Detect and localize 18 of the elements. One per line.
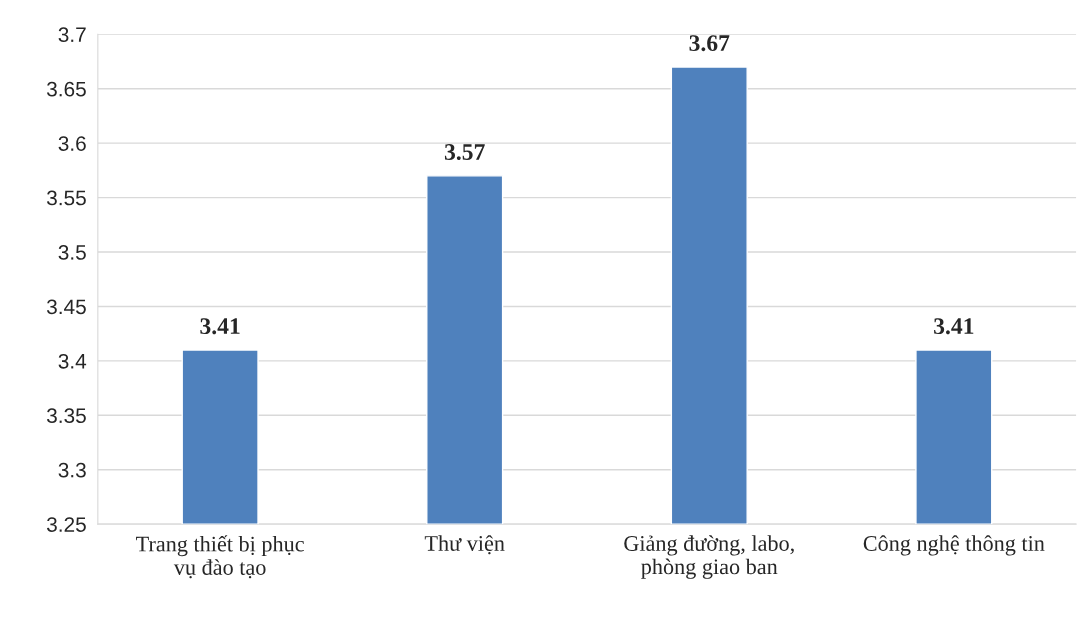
x-tick-label: Giảng đường, labo, phòng giao ban [624,535,794,579]
y-tick-label: 3.55 [46,190,86,206]
data-label: 3.57 [444,144,485,161]
y-tick-label: 3.4 [58,353,87,369]
data-label: 3.41 [200,318,240,335]
y-tick-label: 3.25 [46,517,86,532]
y-tick-label: 3.6 [58,136,86,151]
data-label: 3.41 [934,318,974,335]
y-tick-label: 3.3 [58,462,86,478]
y-tick-label: 3.35 [46,408,86,424]
y-tick-label: 3.7 [58,27,86,43]
y-tick-label: 3.65 [46,81,86,97]
y-tick-label: 3.5 [58,245,86,260]
y-tick-label: 3.45 [46,299,86,315]
data-label: 3.67 [689,35,730,52]
x-tick-label: Trang thiết bị phục vụ đào tạo [136,535,304,579]
x-tick-label: Thư viện [424,535,505,555]
x-tick-label: Công nghệ thông tin [863,535,1045,556]
